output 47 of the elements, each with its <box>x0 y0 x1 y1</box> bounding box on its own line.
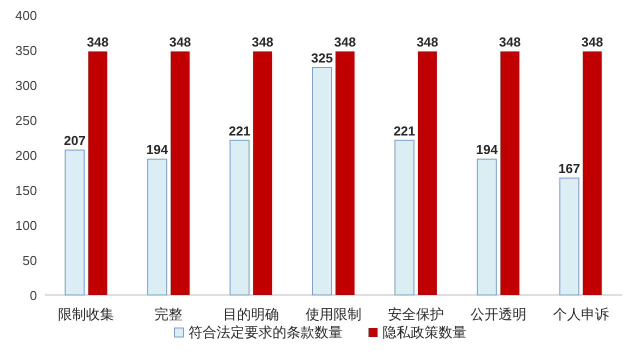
bar <box>147 158 168 296</box>
x-tick-label: 限制收集 <box>58 306 114 322</box>
bar <box>476 158 497 296</box>
bar <box>253 51 272 295</box>
data-label: 194 <box>146 142 169 158</box>
data-label: 167 <box>558 161 580 176</box>
bar <box>394 140 414 296</box>
bar <box>500 51 520 295</box>
y-tick-label: 350 <box>15 43 37 58</box>
data-label: 348 <box>169 34 191 50</box>
y-tick-label: 50 <box>22 253 37 268</box>
bar <box>336 51 354 295</box>
data-label: 348 <box>499 34 521 50</box>
bar <box>312 67 332 296</box>
bar <box>559 178 580 296</box>
data-label: 194 <box>476 142 498 158</box>
y-tick-label: 100 <box>15 218 37 233</box>
x-tick-label: 安全保护 <box>388 306 444 322</box>
y-tick-label: 300 <box>15 78 37 93</box>
bar <box>64 150 85 296</box>
bar <box>582 51 602 295</box>
data-label: 348 <box>252 34 274 50</box>
x-tick-label: 公开透明 <box>470 306 526 322</box>
y-tick-label: 400 <box>15 8 37 23</box>
bar <box>170 51 190 295</box>
data-label: 348 <box>334 34 356 50</box>
data-label: 348 <box>581 34 604 50</box>
符合法定要求的条款数量: 207 194 221 325 221 194 167 <box>64 50 580 296</box>
y-tick-label: 250 <box>15 113 37 128</box>
data-label: 348 <box>416 34 438 50</box>
y-tick-label: 200 <box>15 148 37 163</box>
data-label: 325 <box>311 50 333 66</box>
legend-label: 隐私政策数量 <box>382 324 466 340</box>
bar <box>88 51 108 295</box>
data-label: 221 <box>394 123 416 138</box>
y-tick-label: 150 <box>15 183 37 198</box>
data-label: 221 <box>228 123 250 138</box>
y-tick-label: 0 <box>30 288 37 303</box>
x-tick-label: 目的明确 <box>223 306 280 322</box>
bar <box>418 51 437 295</box>
data-label: 207 <box>64 133 86 148</box>
x-tick-label: 完整 <box>154 306 183 322</box>
x-tick-label: 个人申诉 <box>552 306 609 322</box>
legend-label: 符合法定要求的条款数量 <box>188 324 342 340</box>
x-tick-label: 使用限制 <box>306 306 362 322</box>
bar <box>230 140 250 296</box>
data-label: 348 <box>86 34 109 50</box>
